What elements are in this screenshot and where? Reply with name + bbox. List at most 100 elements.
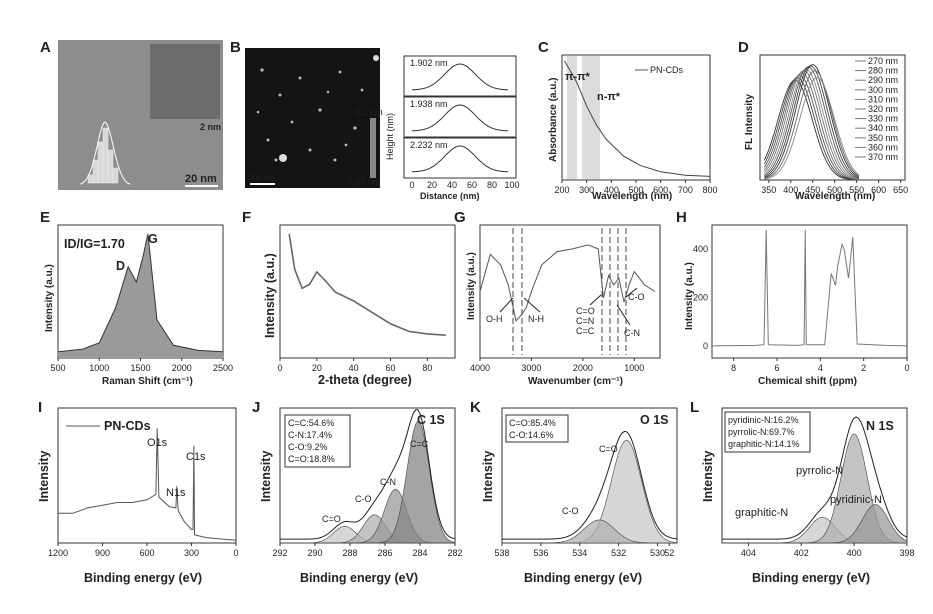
raman-spectrum (57, 233, 224, 358)
peak-c-o: C-O (355, 494, 372, 504)
y-axis-label: Intensity (481, 451, 495, 502)
series-line (57, 233, 224, 353)
g-tick-label: 4000 (470, 363, 490, 373)
d-tick-label: 450 (805, 185, 820, 195)
x-tick-labels: 1200 900 600 300 0 (48, 543, 239, 558)
l-tick-label: 404 (741, 548, 756, 558)
x-axis-label: Chemical shift (ppm) (758, 376, 857, 387)
legend-entry: 360 nm (868, 142, 898, 152)
component-peak (502, 519, 677, 544)
series-line (711, 229, 908, 347)
panel-b: B 3.1 nm -0.55 nm 200 nm 1.902 nm 1.938 n… (230, 39, 520, 201)
profile-height-label: 2.232 nm (410, 140, 448, 150)
composition-line: C=O:18.8% (288, 454, 335, 464)
composition-line: pyrrolic-N:69.7% (728, 427, 795, 437)
spectrum-title: O 1S (640, 413, 669, 427)
k-tick-label: 532 (611, 548, 626, 558)
y-axis-label: Intensity (a.u.) (263, 253, 277, 338)
x-axis-label: 2-theta (degree) (318, 373, 412, 387)
peak-pyrrolic-n: pyrrolic-N (796, 465, 843, 477)
profile-ylabel: Height (nm) (385, 113, 395, 160)
h-tick-label: 2 (861, 363, 866, 373)
height-scale-max: 3.1 nm (355, 107, 383, 117)
profile-frame (403, 137, 517, 179)
nmr-spectrum (711, 229, 908, 347)
g-band-label: G (148, 232, 158, 246)
y-axis-label: Intensity (a.u.) (466, 252, 477, 320)
panel-h: H 8 6 4 2 0 0 200 400 Chemical shift (ppm) Int… (676, 209, 910, 387)
peak-pyridinic-n: pyridinic-N (830, 494, 882, 506)
fl-curve (764, 74, 859, 181)
h-tick-label: 0 (904, 363, 909, 373)
composition-box (505, 414, 569, 443)
profile-frame (403, 96, 517, 138)
i-tick-label: 300 (184, 548, 199, 558)
i-tick-label: 600 (139, 548, 154, 558)
composition-line: C-O:9.2% (288, 442, 328, 452)
f-tick-label: 80 (422, 363, 432, 373)
absorption-band-shading (567, 56, 600, 179)
l-tick-label: 398 (899, 548, 914, 558)
profile-height-label: 1.902 nm (410, 58, 448, 68)
y-tick-labels: 0 200 400 (693, 244, 708, 351)
profile-x-tick-label: 40 (447, 180, 457, 190)
component-peak (280, 420, 456, 544)
d-tick-label: 400 (783, 185, 798, 195)
composition-box (724, 411, 811, 453)
c-tick-label: 800 (702, 185, 717, 195)
series-line (564, 60, 711, 177)
pi-pi-annotation: π-π* (565, 71, 591, 83)
c-tick-label: 700 (678, 185, 693, 195)
fl-curve (763, 79, 859, 181)
profile-curve (411, 63, 509, 91)
g-tick-label: 3000 (521, 363, 541, 373)
peak-c-n: C-N (380, 477, 396, 487)
x-tick-labels: 200 300 400 500 600 700 800 (554, 180, 718, 195)
panel-j: J C=C:54.6% C-N:17.4% C-O:9.2% C=O:18.8% C … (252, 399, 463, 585)
profile-frame (403, 55, 517, 97)
profile-x-tick-label: 100 (504, 180, 519, 190)
legend-label: PN-CDs (104, 419, 151, 433)
panel-l-label: L (690, 399, 699, 416)
panel-b-label: B (230, 39, 241, 56)
h-y-tick-label: 0 (703, 341, 708, 351)
e-tick-label: 1000 (89, 363, 109, 373)
legend-entry: 310 nm (868, 94, 898, 104)
f-tick-label: 40 (349, 363, 359, 373)
fl-curve (764, 72, 859, 181)
h-y-tick-label: 400 (693, 244, 708, 254)
d-tick-label: 500 (827, 185, 842, 195)
fl-curve (764, 68, 859, 180)
g-tick-label: 2000 (573, 363, 593, 373)
j-tick-label: 292 (272, 548, 287, 558)
band-nh: N-H (528, 314, 544, 324)
i-tick-label: 0 (233, 548, 238, 558)
band-c-eq-c: C=C (576, 326, 595, 336)
panel-e: E ID/IG=1.70 D G 500 1000 1500 2000 2500 Ram… (40, 209, 233, 387)
j-tick-label: 290 (307, 548, 322, 558)
c-tick-label: 400 (604, 185, 619, 195)
spectrum-title: C 1S (417, 413, 445, 427)
fl-curve (763, 77, 859, 181)
envelope-curve (722, 416, 908, 540)
fl-curve (764, 66, 860, 180)
x-axis-label: Wavenumber (cm⁻¹) (528, 376, 623, 387)
panel-i: I PN-CDs O1s N1s C1s 1200 900 600 300 0 Bind… (37, 399, 239, 585)
f-tick-label: 20 (312, 363, 322, 373)
profile-height-label: 1.938 nm (410, 99, 448, 109)
k-tick-label: 52 (664, 548, 674, 558)
x-axis-label: Binding energy (eV) (300, 571, 418, 585)
panel-g: G O-H N-H C=O C=N C=C C-O C-N 4000 3000 20… (454, 209, 661, 387)
e-tick-label: 2500 (213, 363, 233, 373)
panel-d-label: D (738, 39, 749, 56)
afm-dots (256, 55, 379, 162)
x-axis-label: Binding energy (eV) (84, 571, 202, 585)
panel-f-label: F (242, 209, 251, 226)
j-tick-label: 284 (412, 548, 427, 558)
plot-frame (711, 224, 908, 359)
fl-curve (764, 64, 860, 179)
j-tick-label: 282 (447, 548, 462, 558)
y-axis-label: Intensity (a.u.) (684, 262, 695, 330)
